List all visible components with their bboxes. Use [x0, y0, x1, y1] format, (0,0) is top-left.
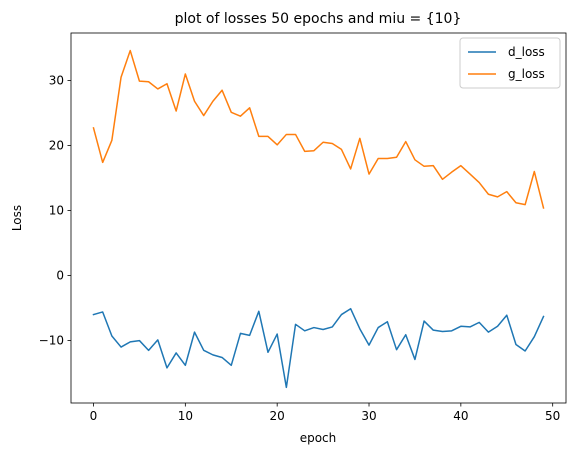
x-tick-label: 40 — [453, 409, 468, 423]
legend-label-d_loss: d_loss — [508, 45, 545, 59]
y-tick-label: −10 — [39, 334, 64, 348]
y-tick-label: 20 — [49, 138, 64, 152]
series-line-d_loss — [92, 307, 545, 389]
y-axis-label: Loss — [10, 205, 24, 231]
x-tick-label: 30 — [361, 409, 376, 423]
x-tick-label: 0 — [90, 409, 98, 423]
legend-box — [459, 37, 561, 89]
x-tick-label: 20 — [270, 409, 285, 423]
legend-label-g_loss: g_loss — [508, 67, 545, 81]
series-line-g_loss — [92, 49, 545, 209]
y-tick-label: 10 — [49, 204, 64, 218]
plot-area-frame — [70, 32, 567, 404]
legend: d_loss g_loss — [459, 37, 561, 89]
x-tick-label: 50 — [545, 409, 560, 423]
y-tick-label: 30 — [49, 73, 64, 87]
chart-marks: 0 10 20 30 40 50 −10 0 10 20 30 d_loss g_loss — [39, 32, 567, 423]
chart-title: plot of losses 50 epochs and miu = {10} — [175, 11, 462, 27]
y-tick-label: 0 — [56, 269, 64, 283]
x-tick-label: 10 — [178, 409, 193, 423]
x-axis-label: epoch — [300, 431, 337, 445]
